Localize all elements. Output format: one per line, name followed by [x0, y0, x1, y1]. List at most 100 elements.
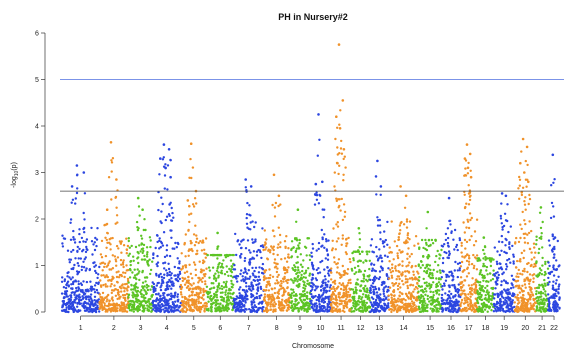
point — [426, 309, 429, 313]
point — [229, 274, 233, 278]
point — [189, 306, 192, 309]
point — [523, 219, 526, 222]
point — [152, 282, 156, 286]
point — [371, 304, 374, 307]
point — [461, 308, 465, 311]
point — [286, 281, 289, 285]
point — [533, 301, 537, 304]
point — [391, 302, 395, 305]
point — [187, 275, 190, 279]
point — [321, 284, 324, 287]
point — [342, 291, 346, 295]
peak-point — [447, 196, 451, 200]
peak-point — [519, 161, 522, 165]
point — [424, 307, 427, 310]
point — [181, 295, 184, 299]
point — [374, 287, 377, 291]
point — [187, 254, 190, 257]
point — [425, 281, 428, 284]
x-tick-label-19: 19 — [500, 325, 508, 332]
point — [149, 245, 152, 249]
point — [346, 268, 350, 271]
point — [140, 295, 143, 298]
point — [154, 305, 157, 308]
point — [401, 292, 404, 296]
point — [326, 253, 330, 256]
point — [466, 297, 470, 300]
point — [296, 275, 299, 279]
point — [247, 285, 251, 288]
point — [176, 273, 180, 276]
point — [464, 255, 467, 258]
point — [546, 267, 550, 270]
point — [261, 244, 264, 247]
point — [190, 176, 193, 180]
point — [350, 306, 353, 310]
point — [553, 288, 557, 292]
point — [230, 296, 233, 300]
point — [379, 238, 382, 241]
point — [109, 248, 112, 251]
point — [323, 233, 326, 236]
point — [324, 308, 327, 311]
point — [132, 284, 136, 287]
point — [132, 310, 135, 313]
point — [532, 297, 535, 301]
point — [350, 310, 353, 313]
point — [155, 310, 158, 313]
point — [537, 299, 540, 302]
point — [94, 236, 97, 240]
point — [135, 295, 139, 298]
point — [530, 263, 533, 267]
point — [438, 307, 441, 310]
chromosome-2-points — [98, 141, 130, 313]
point — [382, 290, 385, 293]
point — [158, 173, 161, 176]
point — [429, 285, 433, 289]
point — [497, 308, 500, 311]
point — [159, 288, 163, 292]
point — [414, 276, 417, 279]
point — [216, 285, 219, 288]
point — [100, 256, 104, 259]
point — [126, 285, 130, 288]
point — [424, 293, 427, 296]
point — [364, 259, 367, 262]
point — [134, 285, 138, 289]
point — [460, 298, 464, 302]
point — [183, 295, 187, 299]
point — [262, 288, 266, 292]
point — [142, 308, 146, 311]
point — [202, 269, 205, 272]
point — [69, 218, 73, 221]
point — [276, 296, 279, 300]
point — [70, 307, 73, 310]
point — [475, 268, 479, 271]
point — [165, 298, 168, 302]
point — [470, 287, 474, 290]
point — [107, 262, 110, 265]
peak-point — [159, 157, 162, 160]
peak-point — [500, 192, 504, 195]
point — [391, 270, 395, 273]
point — [450, 305, 454, 308]
point — [256, 286, 260, 289]
point — [143, 285, 146, 288]
point — [540, 283, 544, 286]
point — [399, 229, 402, 232]
point — [320, 228, 323, 232]
point — [124, 271, 127, 275]
point — [341, 264, 344, 268]
point — [470, 309, 473, 312]
point — [446, 293, 450, 297]
point — [132, 259, 135, 262]
point — [331, 281, 335, 284]
point — [375, 304, 379, 307]
point — [440, 276, 443, 279]
point — [310, 281, 313, 284]
point — [369, 310, 372, 314]
point — [555, 259, 558, 262]
point — [292, 303, 296, 306]
point — [506, 259, 509, 262]
point — [108, 241, 111, 244]
